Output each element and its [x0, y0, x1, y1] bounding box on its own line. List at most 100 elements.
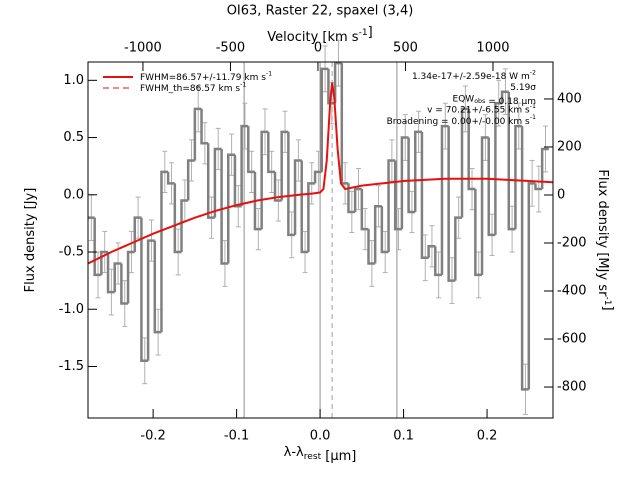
step [180, 199, 189, 253]
y-tick-label: -1.5 [59, 359, 84, 374]
step [166, 171, 175, 185]
annotation: 5.19σ [510, 83, 536, 93]
x2-axis-label-sup: -1 [359, 27, 368, 37]
step [327, 68, 336, 105]
step [387, 159, 396, 253]
step [253, 171, 262, 231]
x-tick-label: -0.2 [140, 429, 165, 444]
y2-axis-label: Flux density [MJy sr-1] [596, 169, 616, 310]
x2-tick-label: 0 [314, 41, 322, 56]
y2-tick-label: 0 [557, 187, 565, 202]
step [320, 67, 329, 172]
step [280, 130, 289, 201]
step [514, 124, 523, 230]
fit-curve [87, 82, 554, 265]
y-axis-label: Flux density [Jy] [23, 188, 38, 293]
x-tick-label: -0.1 [224, 429, 249, 444]
y-tick-label: -1.0 [59, 302, 84, 317]
step [173, 183, 182, 254]
step [460, 107, 469, 218]
annotation-sup: -2 [530, 69, 536, 76]
step [193, 107, 202, 161]
step [440, 124, 449, 275]
step [146, 239, 155, 361]
legend-label-sup: -1 [240, 81, 246, 88]
y-tick-label: 0.0 [63, 187, 84, 202]
x-tick-label: 0.0 [310, 429, 331, 444]
step [487, 137, 496, 237]
x2-axis-label-part: ] [368, 24, 373, 39]
annotation: EQWobs = 0.18 μm [453, 94, 536, 107]
step [293, 159, 302, 235]
step [300, 160, 309, 254]
step [260, 130, 269, 230]
y2-tick-label: -200 [557, 236, 587, 251]
annotation: v = 70.21+/-6.55 km s-1 [427, 103, 536, 115]
annotation-part: EQW [453, 94, 475, 104]
legend-label: FWHM=86.57+/-11.79 km s-1 [140, 70, 272, 82]
x2-axis-label-part: Velocity [km s [267, 30, 359, 45]
y-tick-label: -0.5 [59, 245, 84, 260]
y2-tick-label: 200 [557, 139, 582, 154]
annotation-part: v = 70.21+/-6.55 km s [427, 105, 530, 115]
chart-title: OI63, Raster 22, spaxel (3,4) [227, 4, 414, 19]
step [400, 136, 409, 230]
annotation-part: = 0.18 μm [485, 97, 536, 107]
x-axis-label-sub: rest [304, 451, 322, 461]
step [220, 148, 229, 265]
legend-label-sup: -1 [266, 70, 272, 77]
step [380, 206, 389, 254]
step [287, 131, 296, 237]
step [240, 124, 249, 207]
step [93, 217, 102, 277]
step [434, 246, 442, 277]
x-tick-label: 0.2 [477, 429, 498, 444]
legend-label: FWHM_th=86.57 km s-1 [140, 81, 246, 93]
x2-tick-label: 1000 [476, 41, 509, 56]
step [360, 189, 369, 231]
y-axis-label-part: Flux density [Jy] [23, 188, 38, 293]
step [500, 90, 509, 104]
step [347, 183, 356, 214]
step [407, 137, 416, 214]
x-tick-label: 0.1 [393, 429, 414, 444]
annotation: Broadening = 0.00+/-0.00 km s-1 [387, 114, 536, 126]
x2-tick-label: -1000 [124, 41, 162, 56]
step [227, 153, 235, 264]
annotation-part: 1.34e-17+/-2.59e-18 W m [412, 72, 530, 82]
step [247, 126, 255, 174]
step [106, 252, 115, 294]
annotation-part: 5.19σ [510, 83, 536, 93]
y-tick-label: 1.0 [63, 73, 84, 88]
step [206, 143, 215, 219]
step [267, 131, 276, 174]
y2-tick-label: -600 [557, 332, 587, 347]
annotation: 1.34e-17+/-2.59e-18 W m-2 [412, 69, 536, 81]
step [153, 240, 162, 334]
step [373, 204, 382, 264]
step [100, 250, 109, 275]
step [540, 147, 549, 190]
step [414, 130, 422, 212]
step [113, 262, 122, 293]
legend-label-part: FWHM_th=86.57 km s [140, 84, 240, 94]
y2-axis-label-part: Flux density [MJy sr [596, 169, 611, 297]
step [507, 91, 516, 231]
y-tick-label: 0.5 [63, 130, 84, 145]
step [447, 126, 456, 282]
x2-tick-label: 500 [393, 41, 418, 56]
step [367, 229, 376, 265]
x-axis-label-part: [μm] [321, 448, 356, 463]
legend-label-part: FWHM=86.57+/-11.79 km s [140, 73, 266, 83]
step [393, 160, 402, 231]
step [474, 189, 483, 277]
step [333, 61, 342, 104]
x2-tick-label: -500 [216, 41, 246, 56]
y2-tick-label: -800 [557, 380, 587, 395]
step [527, 182, 536, 390]
step [494, 101, 503, 235]
y2-tick-label: 400 [557, 91, 582, 106]
annotation-sup: -1 [530, 103, 536, 110]
annotation-part: Broadening = 0.00+/-0.00 km s [387, 116, 530, 126]
x-axis-label: λ-λrest [μm] [284, 445, 357, 464]
